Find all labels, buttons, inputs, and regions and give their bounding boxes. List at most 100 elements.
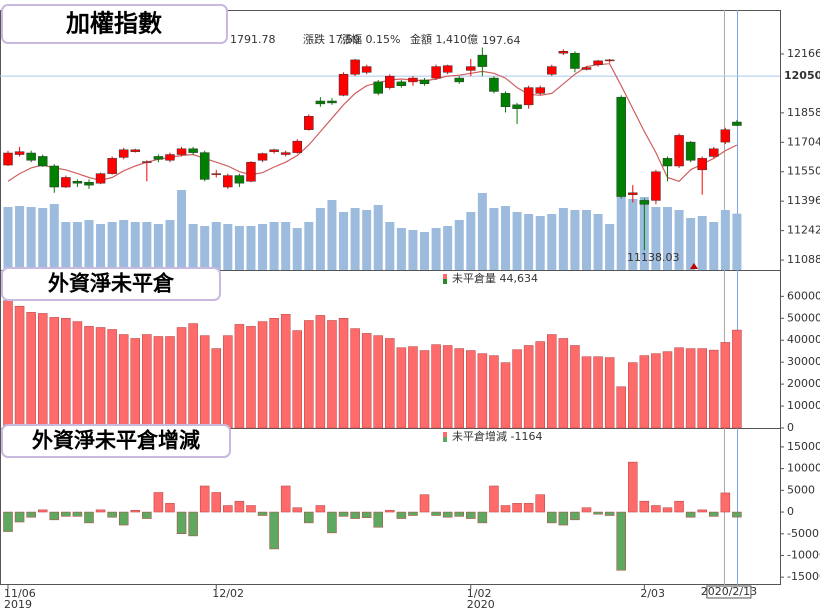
bar [466, 511, 476, 519]
bar [662, 351, 673, 429]
bar [153, 336, 164, 429]
reference-label: 12050 [784, 69, 820, 82]
bar [234, 500, 245, 513]
volume-bar [489, 208, 499, 270]
bar [373, 511, 383, 528]
bar [581, 507, 592, 513]
legend-label: 未平倉增減 -1164 [452, 429, 542, 443]
bar [338, 511, 349, 517]
bar [142, 334, 152, 429]
y-tick-label: 11242 [787, 224, 820, 237]
bar [84, 511, 94, 524]
bar [639, 500, 650, 513]
bar [628, 461, 638, 513]
bar [408, 511, 418, 516]
bar [84, 326, 94, 429]
candle-body [246, 161, 256, 182]
bar [466, 350, 476, 429]
candle-body [570, 52, 580, 69]
volume-bar [466, 212, 476, 270]
candle-body [61, 177, 71, 188]
volume-bar [420, 232, 430, 270]
title-box [1, 424, 231, 458]
candle-body [223, 175, 233, 188]
y-tick-label: 10000 [787, 399, 820, 412]
volume-bar [327, 200, 337, 270]
candle-body [373, 81, 383, 94]
bar [431, 344, 441, 429]
volume-bar [697, 216, 707, 270]
volume-bar [350, 208, 360, 270]
bar [61, 318, 71, 429]
bar [373, 335, 383, 429]
volume-bar [662, 207, 672, 270]
volume-bar [119, 220, 129, 270]
volume-bar [616, 197, 626, 270]
bar [315, 505, 326, 513]
legend-icon [443, 432, 447, 437]
bar [604, 357, 615, 429]
bar [512, 349, 522, 429]
bar [442, 345, 453, 429]
panel-title: 外資淨未平倉 [48, 271, 175, 296]
bar [14, 305, 25, 429]
candle-body [628, 192, 638, 195]
bar [593, 511, 603, 515]
volume-bar [269, 222, 279, 270]
bar [269, 318, 279, 429]
y-tick-label: 10000 [787, 462, 820, 475]
bar [431, 511, 441, 516]
bar [257, 511, 268, 516]
bar [454, 511, 464, 517]
volume-bar [570, 210, 580, 270]
candle-body [639, 200, 650, 205]
volume-bar [628, 199, 638, 270]
bar [685, 511, 696, 518]
y-tick-label: -10000 [787, 548, 820, 561]
bar [165, 503, 175, 513]
volume-bar [49, 204, 59, 270]
bar [697, 348, 707, 429]
bar [14, 511, 25, 523]
bar [142, 511, 152, 519]
bar [72, 321, 83, 429]
volume-bar [96, 224, 106, 270]
bar [211, 492, 222, 513]
bar [199, 335, 210, 429]
bar [199, 485, 210, 513]
bar [651, 353, 661, 429]
candle-body [674, 135, 684, 167]
volume-bar [258, 224, 268, 270]
bar [685, 348, 696, 429]
bar [720, 492, 731, 513]
candle-body [3, 152, 13, 166]
bar [628, 362, 638, 429]
title-box [1, 267, 221, 301]
bar [396, 511, 407, 519]
volume-bar [15, 206, 25, 270]
candle-body [616, 96, 626, 197]
bar [176, 511, 187, 535]
bar [72, 511, 83, 517]
volume-bar [593, 214, 603, 270]
bar [107, 329, 117, 429]
volume-bar [38, 208, 48, 270]
bar [280, 314, 291, 429]
candle-body [153, 156, 164, 160]
candle-body [188, 148, 198, 153]
volume-bar [26, 207, 36, 270]
bar [523, 503, 534, 513]
volume-bar [454, 220, 464, 270]
candle-body [581, 67, 592, 70]
bar [327, 320, 337, 429]
candle-body [292, 140, 302, 153]
y-tick-label: 11858 [787, 106, 820, 119]
candle-body [165, 154, 175, 161]
bar [118, 334, 129, 429]
bar [385, 338, 395, 429]
bar [419, 350, 430, 429]
volume-bar [177, 190, 187, 270]
bar [396, 347, 407, 429]
candle-body [466, 66, 476, 71]
bar [651, 505, 661, 513]
